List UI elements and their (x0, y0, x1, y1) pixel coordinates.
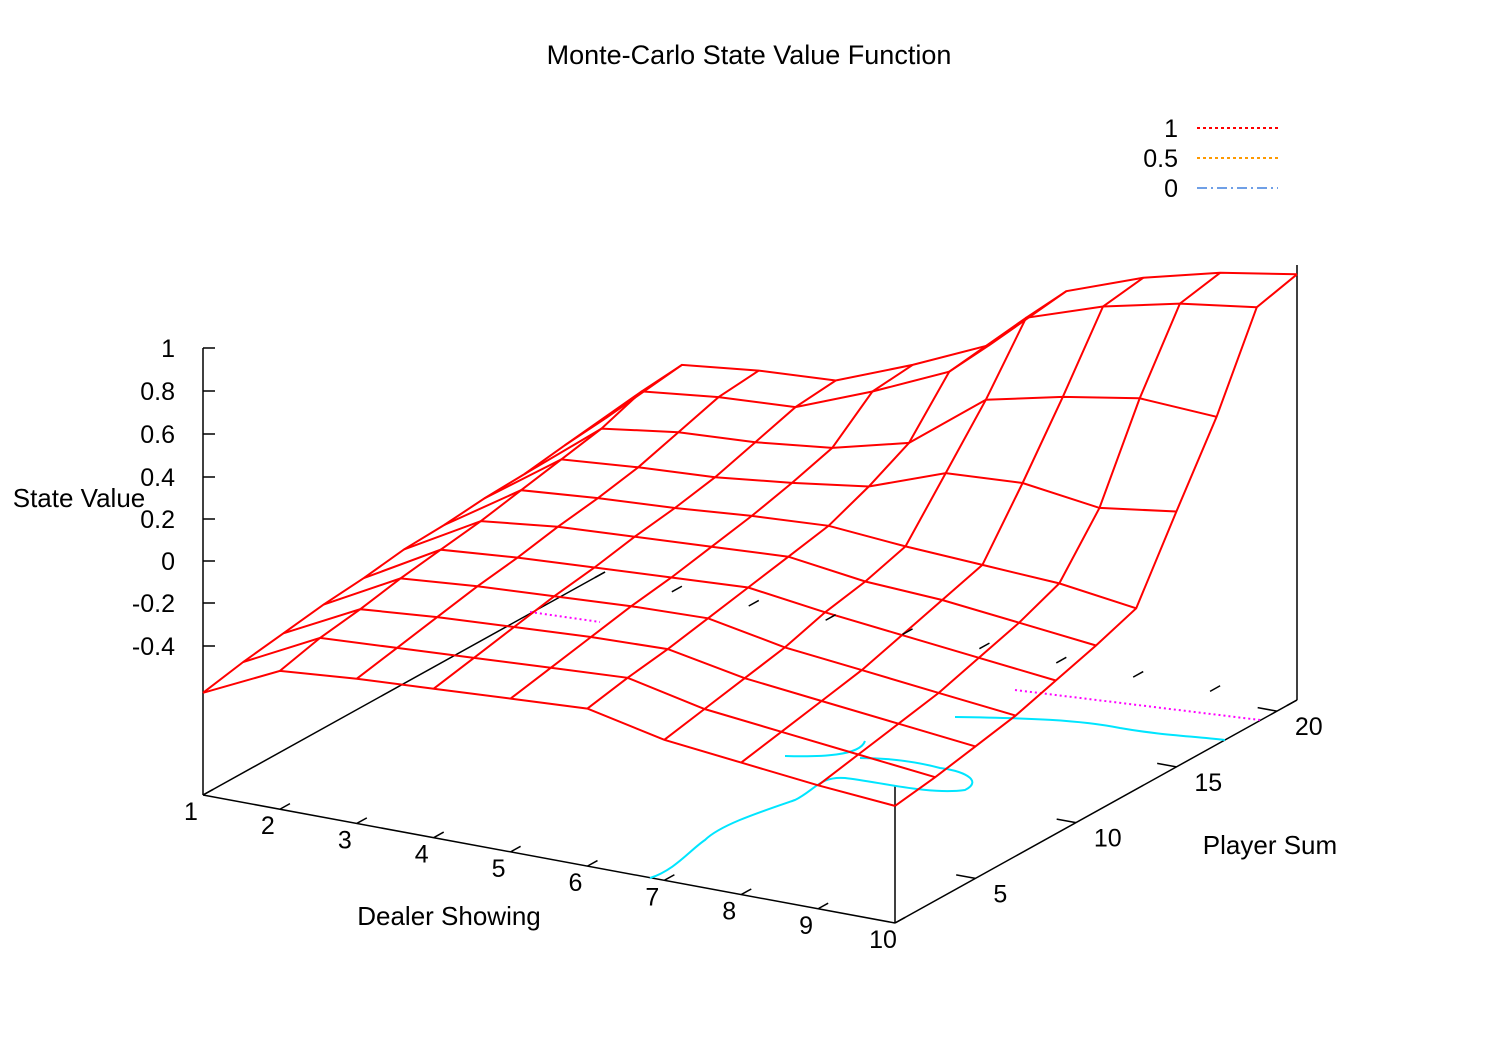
z-tick-label: 0 (161, 548, 175, 576)
x-tick-mark (663, 874, 675, 881)
contour-line-1-left (529, 611, 601, 623)
contour-line-0-center (649, 757, 974, 879)
surface-line-y-13 (443, 489, 1137, 610)
x-tick-mark-back (671, 585, 683, 593)
x-tick-label: 9 (799, 912, 813, 940)
y-tick-label: 15 (1194, 769, 1222, 797)
legend-label: 0 (1164, 175, 1178, 203)
surface-line-x-3 (356, 369, 760, 680)
surface-layer (202, 271, 1298, 807)
x-tick-label: 6 (568, 869, 582, 897)
z-tick-label: -0.2 (132, 590, 175, 618)
y-tick-mark (1257, 706, 1278, 712)
surface-line-x-2 (279, 364, 683, 672)
legend-label: 1 (1164, 115, 1178, 143)
base-edge-front (202, 794, 896, 924)
surface-line-y-9 (363, 548, 1057, 682)
surface-line-x-6 (586, 344, 990, 710)
y-tick-mark (1056, 818, 1077, 824)
x-tick-mark-back (902, 628, 913, 636)
x-tick-mark-back (594, 571, 606, 579)
base-edge-left (202, 571, 606, 796)
x-tick-label: 7 (645, 883, 659, 911)
surface-line-y-21 (604, 271, 1298, 420)
x-tick-mark-back (1132, 670, 1144, 678)
surface-line-x-4 (433, 379, 837, 690)
base-edge-right (894, 699, 1298, 924)
contour-line-0-mid (784, 740, 866, 758)
x-tick-mark-back (1286, 699, 1298, 707)
surface-line-x-9 (817, 272, 1221, 787)
z-tick-label: 0.8 (140, 378, 175, 406)
y-tick-label: 5 (993, 880, 1007, 908)
surface-line-y-7 (323, 577, 1016, 717)
z-tick-label: -0.4 (132, 633, 175, 661)
surface-line-x-8 (740, 276, 1144, 764)
x-tick-label: 2 (261, 812, 275, 840)
x-tick-mark-back (979, 642, 990, 650)
x-tick-mark-back (1055, 656, 1067, 664)
y-tick-label: 10 (1094, 825, 1122, 853)
surface-line-x-5 (509, 364, 914, 700)
contour-line-0-right (954, 716, 1226, 741)
tick-layer: 1 0.8 0.6 0.4 0.2 0 -0.2 -0.4 1 2 3 4 5 6 7 8 9 10 5 10 15 20 (132, 335, 1323, 954)
z-tick-label: 0.4 (140, 464, 175, 492)
contour-line-1-right (1014, 689, 1261, 721)
x-tick-mark (817, 902, 829, 910)
surface-line-y-5 (283, 608, 976, 748)
x-tick-mark (740, 888, 752, 896)
x-tick-mark (202, 788, 214, 796)
surface-line-y-17 (524, 395, 1217, 475)
x-tick-mark-back (1209, 685, 1221, 693)
surface-line-x-10 (894, 273, 1298, 807)
x-tick-mark (587, 859, 598, 867)
x-tick-label: 4 (415, 841, 429, 869)
z-tick-label: 1 (161, 335, 175, 363)
x-tick-mark (510, 845, 521, 853)
x-tick-label: 1 (184, 798, 198, 826)
surface-line-x-1 (202, 417, 606, 694)
chart-title: Monte-Carlo State Value Function (547, 40, 952, 70)
x-tick-mark (894, 916, 906, 924)
surface-line-y-11 (403, 520, 1097, 647)
legend-label: 0.5 (1143, 145, 1178, 173)
y-tick-label: 20 (1295, 713, 1323, 741)
surface-line-y-3 (242, 636, 936, 779)
z-axis-label: State Value (13, 483, 146, 513)
x-tick-label: 3 (338, 826, 352, 854)
surface-line-y-19 (564, 302, 1257, 447)
y-tick-mark (956, 874, 976, 880)
x-tick-label: 10 (869, 926, 897, 954)
surface-line-y-15 (483, 458, 1177, 513)
x-axis-label: Dealer Showing (357, 901, 541, 931)
base-layer (202, 265, 1298, 924)
x-tick-mark-back (748, 599, 760, 607)
z-tick-label: 0.6 (140, 421, 175, 449)
x-tick-label: 5 (492, 855, 506, 883)
x-tick-mark (356, 817, 368, 825)
legend: 10.50 (1143, 115, 1278, 203)
x-tick-mark-back (825, 614, 837, 621)
surface-line-x-7 (663, 290, 1067, 741)
x-tick-label: 8 (722, 898, 736, 926)
y-axis-label: Player Sum (1203, 830, 1337, 860)
z-tick-label: 0.2 (140, 506, 175, 534)
x-tick-mark (279, 802, 291, 810)
surface-line-y-1 (202, 669, 896, 807)
x-tick-mark (433, 831, 445, 839)
y-tick-mark (1157, 762, 1177, 768)
